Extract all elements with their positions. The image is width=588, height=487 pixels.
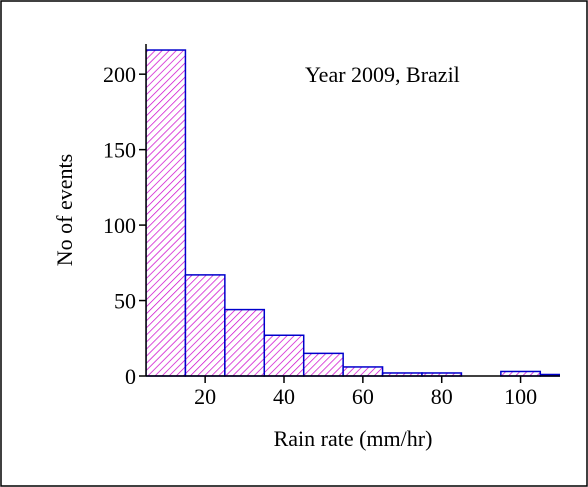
bar xyxy=(342,366,384,377)
y-axis-label: No of events xyxy=(52,154,77,266)
annotation: Year 2009, Brazil xyxy=(305,62,460,87)
bar xyxy=(302,352,344,377)
x-tick-label: 20 xyxy=(194,384,216,409)
y-tick-label: 100 xyxy=(103,213,136,238)
bar xyxy=(184,274,226,377)
y-tick-label: 200 xyxy=(103,62,136,87)
y-tick-label: 0 xyxy=(125,364,136,389)
bar xyxy=(224,308,266,377)
x-tick-label: 60 xyxy=(352,384,374,409)
bar xyxy=(263,334,305,377)
x-tick-label: 100 xyxy=(504,384,537,409)
bar xyxy=(146,49,187,377)
y-tick-label: 50 xyxy=(114,289,136,314)
x-tick-label: 40 xyxy=(273,384,295,409)
x-tick-label: 80 xyxy=(431,384,453,409)
x-axis-label: Rain rate (mm/hr) xyxy=(274,426,433,451)
y-tick-label: 150 xyxy=(103,138,136,163)
